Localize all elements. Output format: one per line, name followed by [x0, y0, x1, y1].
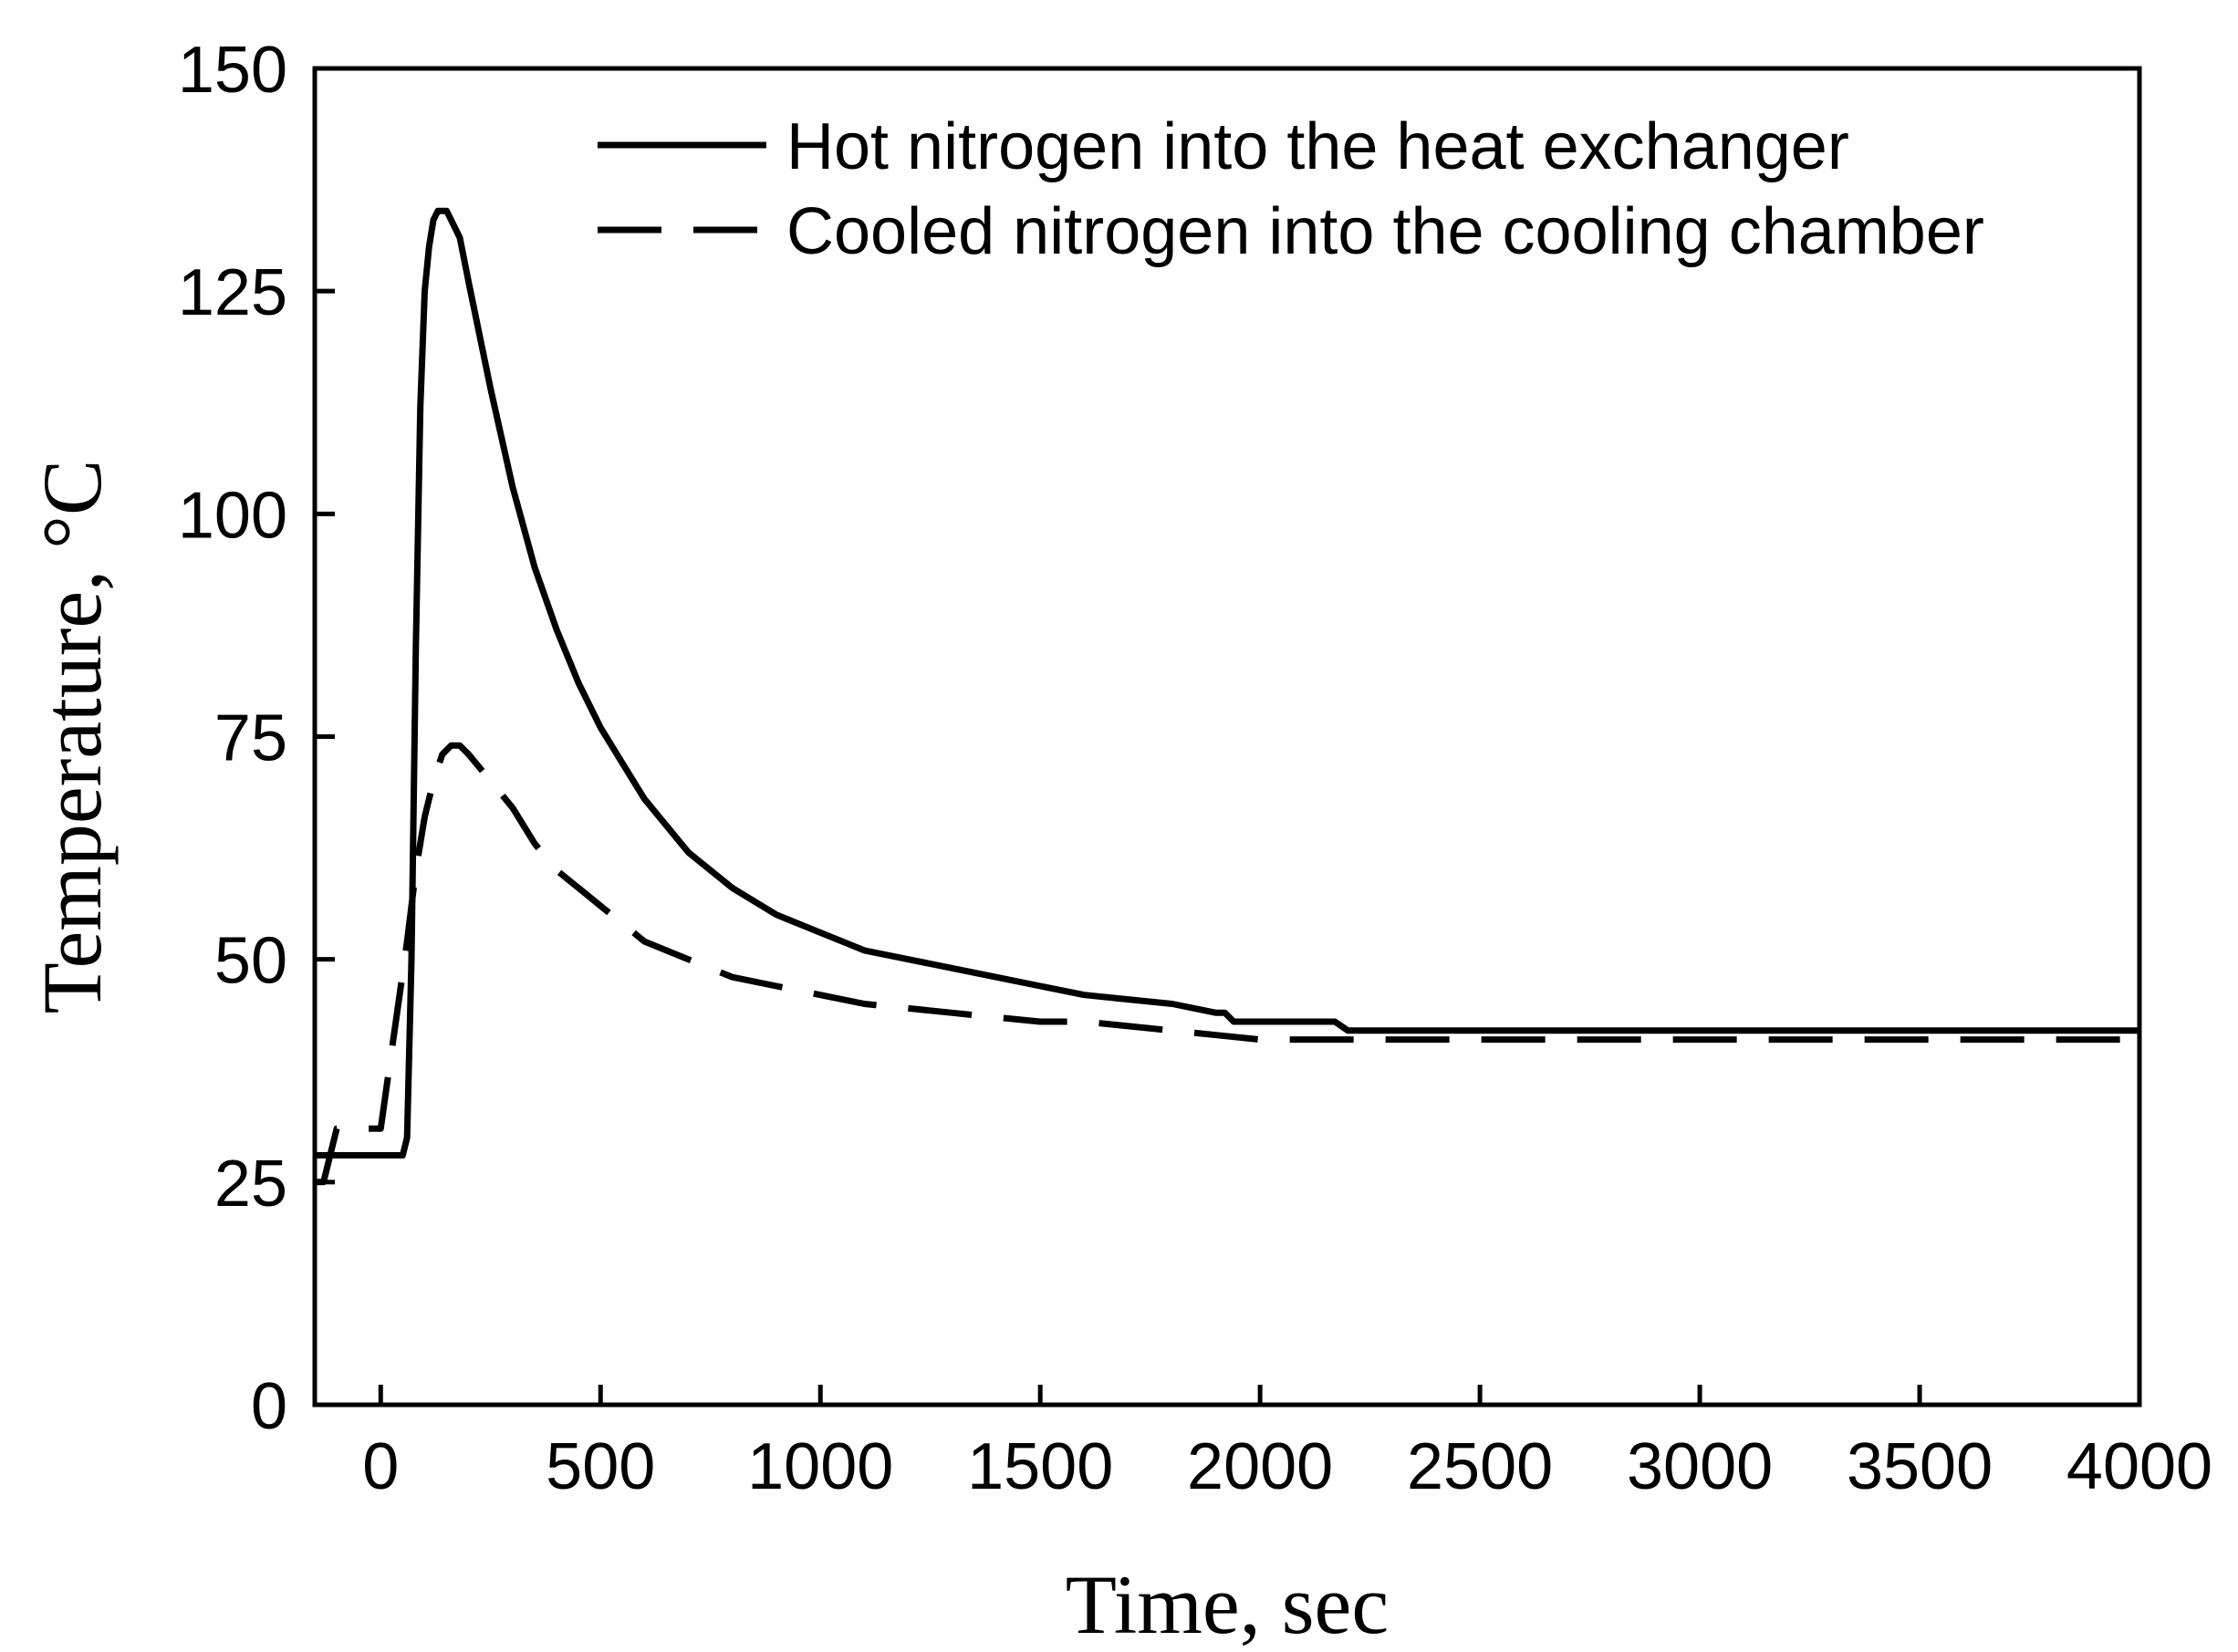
x-tick-label: 3500	[1847, 1430, 1993, 1503]
series-line-hot-nitrogen	[315, 207, 2139, 1158]
x-tick-label: 2500	[1407, 1430, 1553, 1503]
legend: Hot nitrogen into the heat exchanger Coo…	[598, 110, 1984, 268]
x-tick-label: 0	[362, 1430, 399, 1503]
x-tick-label: 1000	[747, 1430, 893, 1503]
y-axis-title: Temperature, °C	[26, 460, 119, 1014]
x-axis-title: Time, sec	[1066, 1558, 1389, 1651]
y-tick-label: 150	[178, 34, 287, 107]
x-tick-label: 3000	[1627, 1430, 1773, 1503]
series-line-cooled-nitrogen	[315, 742, 2139, 1186]
plot-frame	[312, 66, 2142, 1408]
ticks-layer: 0 500 1000 1500 2000 2500 3000 3500 4000 0 25 50 75 1…	[178, 34, 2212, 1503]
y-tick-label: 50	[214, 925, 287, 998]
data-layer	[315, 207, 2139, 1186]
x-tick-label: 500	[546, 1430, 655, 1503]
y-tick-label: 25	[214, 1148, 287, 1221]
x-tick-label: 2000	[1187, 1430, 1333, 1503]
x-tick-label: 1500	[967, 1430, 1113, 1503]
x-tick-label: 4000	[2066, 1430, 2212, 1503]
y-tick-label: 0	[251, 1370, 287, 1443]
legend-label-cooled-nitrogen: Cooled nitrogen into the cooling chamber	[786, 195, 1984, 268]
y-tick-label: 100	[178, 479, 287, 552]
legend-label-hot-nitrogen: Hot nitrogen into the heat exchanger	[786, 110, 1849, 183]
y-tick-label: 75	[214, 702, 287, 775]
y-tick-label: 125	[178, 256, 287, 329]
